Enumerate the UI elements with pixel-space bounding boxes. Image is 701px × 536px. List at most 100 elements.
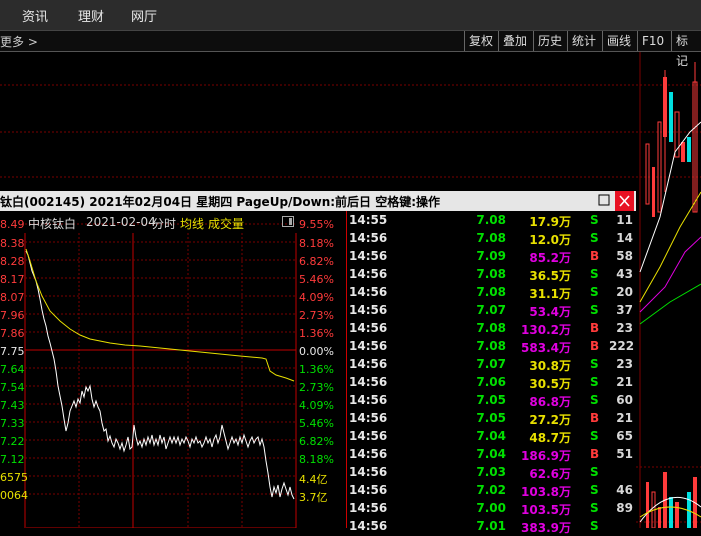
tick-row: 14:56 7.05 27.2万 B 21 bbox=[347, 409, 637, 427]
tick-time: 14:55 bbox=[349, 213, 388, 227]
pct-tick: 4.09% bbox=[299, 291, 334, 304]
price-tick: 7.43 bbox=[0, 399, 25, 412]
tick-direction: S bbox=[590, 357, 599, 371]
tick-time: 14:56 bbox=[349, 357, 388, 371]
chart-mode: 分时 bbox=[152, 217, 177, 231]
top-menu-bar: 资讯 理财 网厅 bbox=[0, 0, 701, 31]
tick-row: 14:56 7.08 583.4万 B 222 bbox=[347, 337, 637, 355]
tick-direction: S bbox=[590, 429, 599, 443]
tick-volume: 30.8万 bbox=[529, 359, 571, 373]
tick-volume: 103.8万 bbox=[521, 485, 571, 499]
tick-time: 14:56 bbox=[349, 231, 388, 245]
tick-time: 14:56 bbox=[349, 339, 388, 353]
statistics-button[interactable]: 统计 bbox=[567, 31, 600, 51]
pct-tick: 6.82% bbox=[299, 255, 334, 268]
close-button[interactable] bbox=[615, 191, 634, 211]
tick-count: 14 bbox=[616, 231, 633, 245]
tick-time: 14:56 bbox=[349, 429, 388, 443]
price-tick: 7.64 bbox=[0, 363, 25, 376]
stock-name: 中核钛白 bbox=[28, 217, 77, 231]
pct-tick: 0.00% bbox=[299, 345, 334, 358]
menu-item-finance[interactable]: 理财 bbox=[78, 10, 105, 25]
tick-direction: B bbox=[590, 339, 600, 353]
f10-button[interactable]: F10 bbox=[637, 31, 668, 51]
chart-date: 2021-02-04 bbox=[86, 215, 156, 229]
tick-time: 14:56 bbox=[349, 267, 388, 281]
tick-time: 14:56 bbox=[349, 483, 388, 497]
more-button[interactable]: 更多 > bbox=[0, 35, 38, 49]
volume-label[interactable]: 成交量 bbox=[208, 217, 245, 231]
tick-volume: 36.5万 bbox=[529, 269, 571, 283]
restore-rights-button[interactable]: 复权 bbox=[464, 31, 497, 51]
tick-count: 23 bbox=[616, 357, 633, 371]
tick-volume: 62.6万 bbox=[529, 467, 571, 481]
tick-count: 65 bbox=[616, 429, 633, 443]
tick-row: 14:56 7.08 31.1万 S 20 bbox=[347, 283, 637, 301]
tick-direction: B bbox=[590, 249, 600, 263]
tick-price: 7.05 bbox=[476, 393, 506, 407]
tick-volume: 12.0万 bbox=[529, 233, 571, 247]
tick-count: 20 bbox=[616, 285, 633, 299]
tick-count: 21 bbox=[616, 411, 633, 425]
tick-count: 43 bbox=[616, 267, 633, 281]
tick-row: 14:56 7.04 48.7万 S 65 bbox=[347, 427, 637, 445]
volume-pct-tick: 4.4亿 bbox=[299, 473, 328, 486]
tick-count: 46 bbox=[616, 483, 633, 497]
tick-count: 37 bbox=[616, 303, 633, 317]
tick-row: 14:56 7.08 36.5万 S 43 bbox=[347, 265, 637, 283]
intraday-chart bbox=[24, 223, 297, 528]
tick-direction: S bbox=[590, 501, 599, 515]
tick-by-tick-list[interactable]: 14:55 7.08 17.9万 S 11 14:56 7.08 12.0万 S 14 14:56 7… bbox=[346, 211, 637, 535]
tick-volume: 103.5万 bbox=[521, 503, 571, 517]
price-tick: 7.54 bbox=[0, 381, 25, 394]
menu-item-news[interactable]: 资讯 bbox=[22, 10, 49, 25]
horizontal-grid bbox=[25, 223, 296, 495]
tick-direction: S bbox=[590, 213, 599, 227]
tick-direction: S bbox=[590, 375, 599, 389]
tick-time: 14:56 bbox=[349, 519, 388, 533]
moving-average-lines bbox=[639, 121, 701, 325]
pct-tick: 8.18% bbox=[299, 237, 334, 250]
draw-line-button[interactable]: 画线 bbox=[602, 31, 635, 51]
window-titlebar[interactable]: 钛白(002145) 2021年02月04日 星期四 PageUp/Down:前… bbox=[0, 191, 636, 211]
chart-subheader: 中核钛白 2021-02-04 分时 均线 成交量 bbox=[0, 211, 347, 233]
menu-item-online-hall[interactable]: 网厅 bbox=[131, 10, 158, 25]
pct-tick: 8.18% bbox=[299, 453, 334, 466]
tick-time: 14:56 bbox=[349, 501, 388, 515]
pct-tick: 1.36% bbox=[299, 363, 334, 376]
tick-volume: 583.4万 bbox=[521, 341, 571, 355]
tick-direction: S bbox=[590, 231, 599, 245]
price-tick: 8.28 bbox=[0, 255, 25, 268]
price-tick: 8.38 bbox=[0, 237, 25, 250]
tick-direction: B bbox=[590, 321, 600, 335]
restore-icon[interactable] bbox=[597, 193, 611, 207]
tick-direction: S bbox=[590, 519, 599, 533]
overlay-button[interactable]: 叠加 bbox=[498, 31, 531, 51]
history-button[interactable]: 历史 bbox=[533, 31, 566, 51]
pct-tick: 5.46% bbox=[299, 417, 334, 430]
tick-volume: 30.5万 bbox=[529, 377, 571, 391]
intraday-chart-pane[interactable]: 中核钛白 2021-02-04 分时 均线 成交量 8.49 8.38 8.28… bbox=[0, 211, 347, 528]
tick-direction: S bbox=[590, 267, 599, 281]
tick-row: 14:56 7.02 103.8万 S 46 bbox=[347, 481, 637, 499]
tick-time: 14:56 bbox=[349, 249, 388, 263]
price-tick: 8.07 bbox=[0, 291, 25, 304]
panel-toggle-icon[interactable] bbox=[282, 216, 294, 227]
kline-candles bbox=[645, 62, 698, 217]
tick-count: 11 bbox=[616, 213, 633, 227]
tick-direction: S bbox=[590, 465, 599, 479]
pct-tick: 9.55% bbox=[299, 218, 334, 231]
tick-price: 7.02 bbox=[476, 483, 506, 497]
price-tick: 7.75 bbox=[0, 345, 25, 358]
avg-line-label[interactable]: 均线 bbox=[180, 217, 205, 231]
tick-direction: B bbox=[590, 447, 600, 461]
kline-volume-bars bbox=[639, 472, 701, 528]
tick-price: 7.04 bbox=[476, 447, 506, 461]
mark-button[interactable]: 标记 bbox=[671, 31, 701, 68]
tick-time: 14:56 bbox=[349, 285, 388, 299]
tick-volume: 17.9万 bbox=[529, 215, 571, 229]
tick-price: 7.08 bbox=[476, 267, 506, 281]
volume-pct-tick: 3.7亿 bbox=[299, 491, 328, 504]
tick-time: 14:56 bbox=[349, 393, 388, 407]
axis-tick-labels: 8.49 8.38 8.28 8.17 8.07 7.96 7.86 7.75 … bbox=[0, 211, 347, 528]
